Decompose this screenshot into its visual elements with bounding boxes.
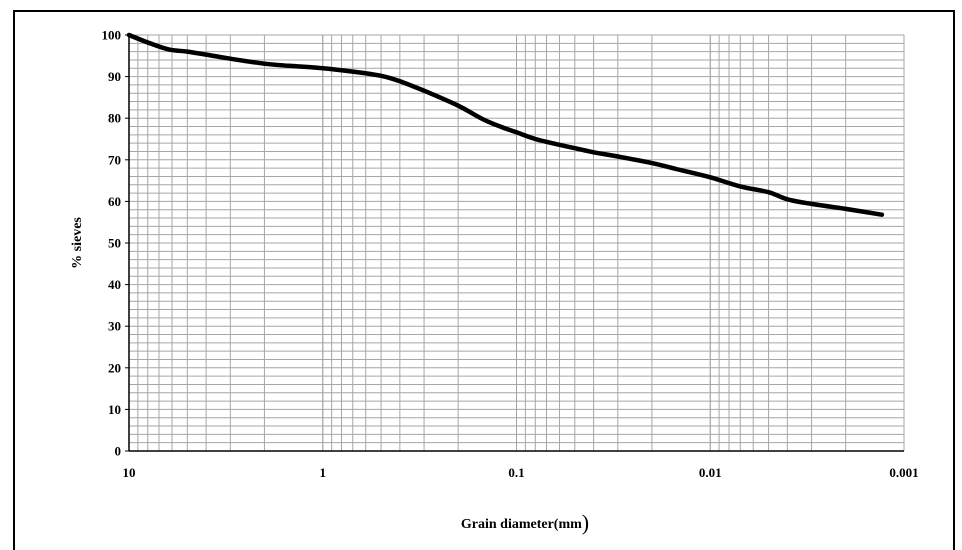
y-tick-label: 90 (108, 69, 121, 84)
series-line (126, 32, 885, 217)
x-tick-label: 10 (123, 465, 136, 480)
x-tick-labels: 10 1 0.1 0.01 0.001 (123, 465, 919, 480)
chart-frame (13, 10, 955, 550)
series-group (126, 32, 885, 217)
y-tick-label: 0 (115, 444, 122, 459)
x-axis-title: Grain diameter(mm) (461, 510, 589, 535)
y-tick-label: 20 (108, 360, 121, 375)
y-tick-label: 40 (108, 277, 121, 292)
y-tick-labels: 0 10 20 30 40 50 60 70 80 90 100 (102, 28, 122, 459)
grid-lines (128, 34, 905, 452)
axes (125, 34, 904, 452)
y-tick-label: 100 (102, 28, 122, 43)
x-tick-label: 1 (320, 465, 327, 480)
x-tick-label: 0.001 (889, 465, 918, 480)
y-tick-label: 80 (108, 111, 121, 126)
y-tick-label: 50 (108, 236, 121, 251)
y-tick-label: 10 (108, 402, 121, 417)
y-axis-title: % sieves (70, 217, 85, 269)
x-tick-label: 0.1 (508, 465, 524, 480)
y-tick-label: 60 (108, 194, 121, 209)
y-tick-label: 70 (108, 152, 121, 167)
x-tick-label: 0.01 (699, 465, 722, 480)
y-tick-label: 30 (108, 319, 121, 334)
